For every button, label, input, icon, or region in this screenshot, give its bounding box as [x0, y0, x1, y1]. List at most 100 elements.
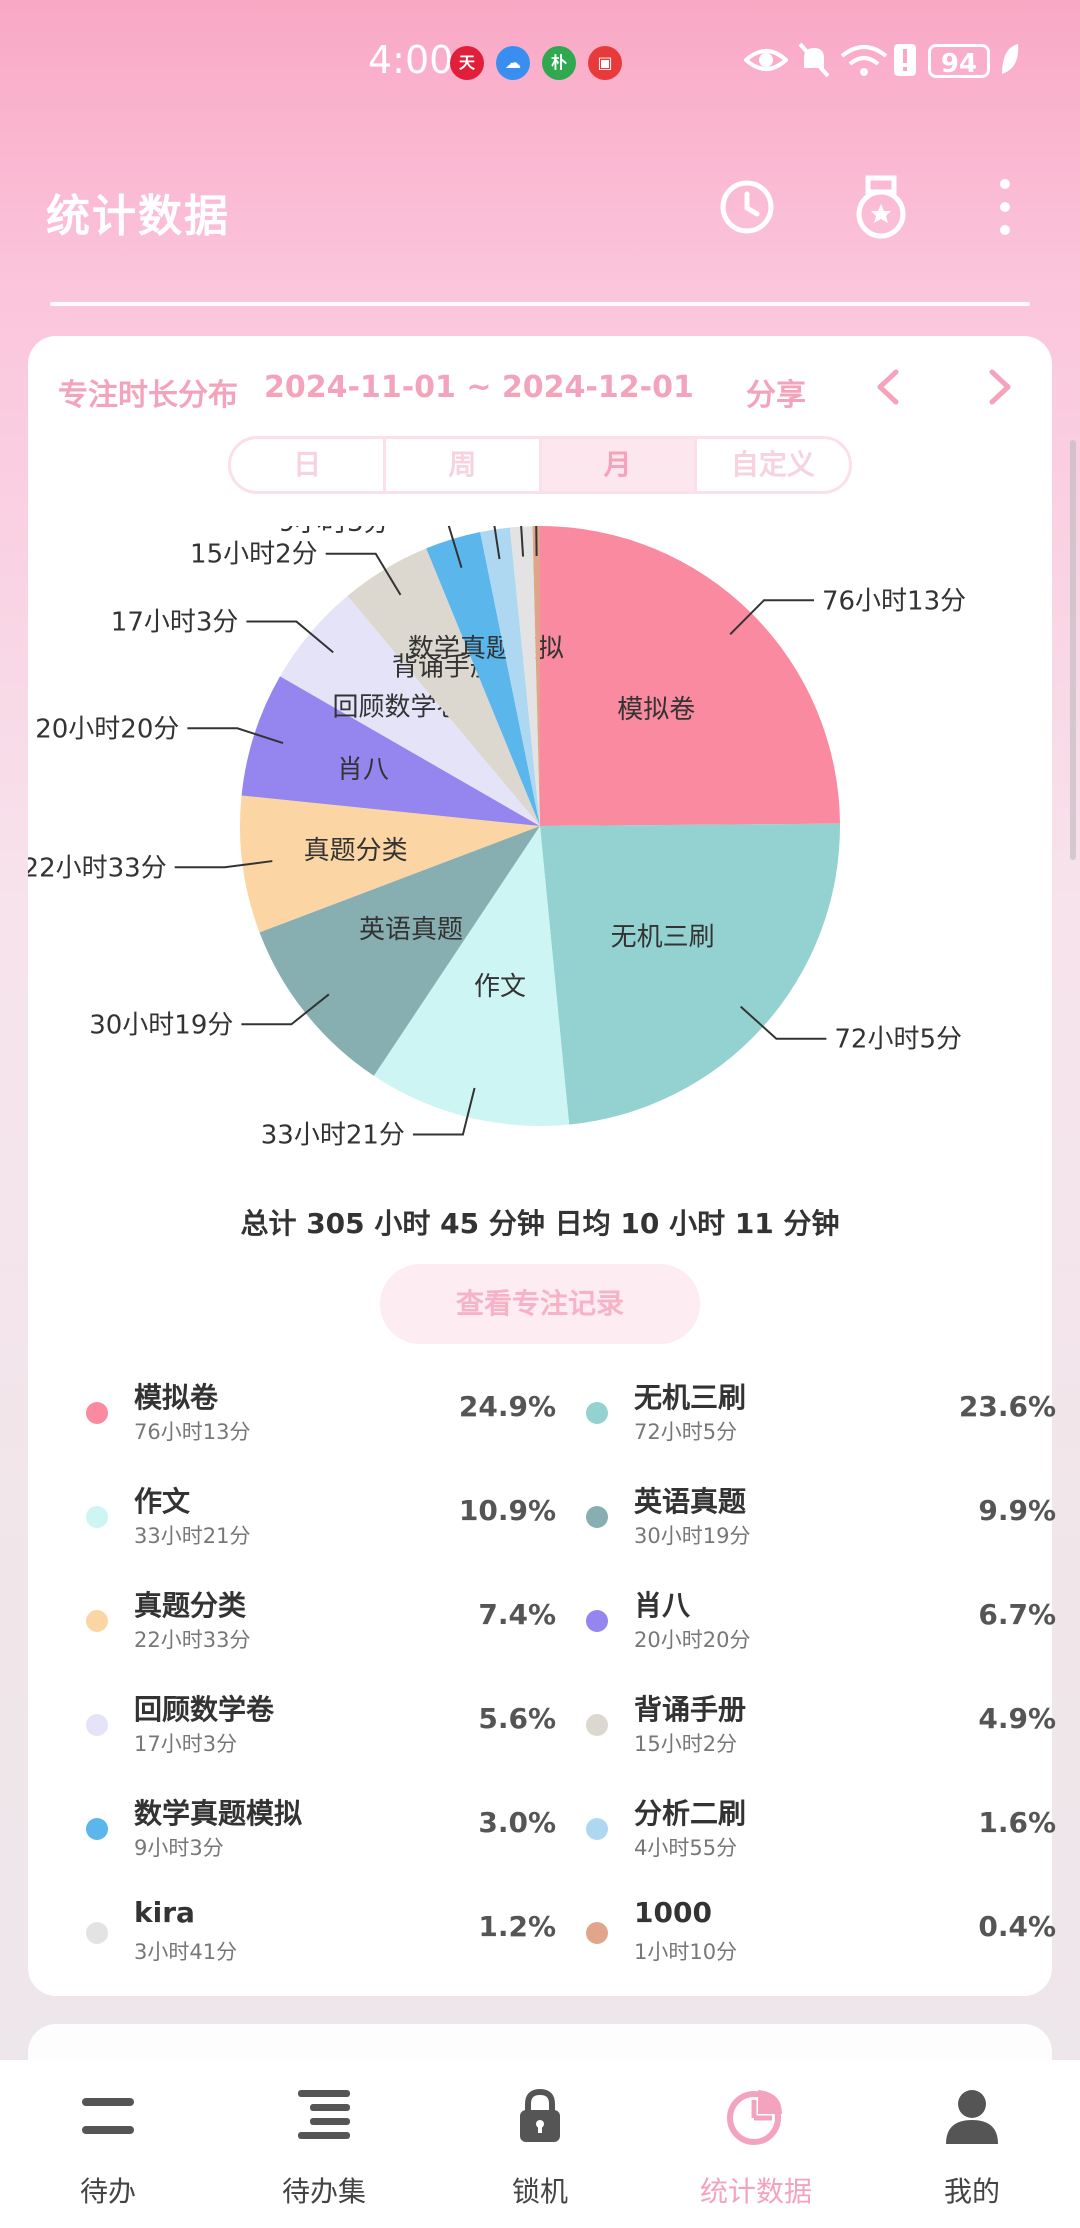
legend-name: kira [134, 1896, 195, 1929]
pie-value-label: 76小时13分 [822, 586, 966, 616]
pie-slice[interactable] [532, 526, 540, 826]
period-segmented-control: 日 周 月 自定义 [228, 436, 852, 494]
pie-value-label: 33小时21分 [261, 1121, 405, 1151]
tab-label: 统计数据 [699, 2175, 812, 2208]
pie-leader-line [325, 552, 402, 596]
legend-color-dot [86, 1402, 108, 1424]
scrollbar[interactable] [1070, 440, 1076, 860]
share-button[interactable]: 分享 [746, 378, 806, 413]
tab-label: 待办 [79, 2175, 136, 2208]
pie-slice-label: 数学真题模拟 [408, 634, 564, 664]
date-range[interactable]: 2024-11-01 ~ 2024-12-01 [264, 370, 694, 405]
pie-slice[interactable] [259, 826, 540, 1076]
tab-todo-set[interactable]: 待办集 [216, 2060, 432, 2228]
legend-percent: 1.2% [478, 1910, 556, 1943]
lock-icon [520, 2088, 560, 2142]
pie-slice[interactable] [480, 527, 540, 826]
legend-name: 真题分类 [134, 1589, 247, 1622]
legend-color-dot [586, 1506, 608, 1528]
legend-percent: 23.6% [958, 1390, 1056, 1423]
header-divider [50, 302, 1030, 306]
pie-leader-line [241, 993, 330, 1026]
pie-slice[interactable] [347, 548, 540, 826]
pie-slice[interactable] [509, 526, 540, 826]
pie-slice-label: 模拟卷 [617, 695, 695, 725]
pie-slice-label: 真题分类 [304, 836, 408, 866]
pie-slice[interactable] [540, 823, 840, 1125]
pie-slice[interactable] [280, 595, 540, 826]
legend-duration: 30小时19分 [634, 1524, 751, 1548]
pie-leader-line [447, 526, 463, 568]
legend-name: 分析二刷 [634, 1797, 747, 1830]
legend-color-dot [586, 1714, 608, 1736]
legend-percent: 5.6% [478, 1702, 556, 1735]
legend-item[interactable]: 分析二刷 4小时55分 1.6% [556, 1792, 1056, 1872]
legend-duration: 22小时33分 [134, 1628, 251, 1652]
status-bar: 4:00 天 ☁ 朴 ▣ 94 [0, 0, 1080, 120]
legend-item[interactable]: 无机三刷 72小时5分 23.6% [556, 1376, 1056, 1456]
tab-lock[interactable]: 锁机 [432, 2060, 648, 2228]
legend-item[interactable]: 肖八 20小时20分 6.7% [556, 1584, 1056, 1664]
legend-name: 肖八 [634, 1589, 691, 1622]
pie-slice[interactable] [426, 532, 540, 826]
bottom-nav: 待办 待办集 锁机 统计数据 我的 [0, 2060, 1080, 2228]
legend-item[interactable]: 作文 33小时21分 10.9% [56, 1480, 556, 1560]
legend-item[interactable]: 1000 1小时10分 0.4% [556, 1896, 1056, 1976]
card-title: 专注时长分布 [58, 378, 238, 413]
pie-slice[interactable] [373, 826, 570, 1126]
legend-name: 作文 [134, 1485, 191, 1518]
pie-slice-label: 肖八 [337, 755, 389, 785]
tab-profile[interactable]: 我的 [864, 2060, 1080, 2228]
legend-duration: 72小时5分 [634, 1420, 738, 1444]
pie-slice[interactable] [240, 795, 540, 933]
legend-item[interactable]: 回顾数学卷 17小时3分 5.6% [56, 1688, 556, 1768]
legend-name: 数学真题模拟 [134, 1797, 303, 1830]
person-icon [946, 2090, 998, 2144]
legend-name: 背诵手册 [634, 1693, 747, 1726]
segment-day[interactable]: 日 [231, 439, 387, 491]
badge-medal-icon[interactable] [846, 172, 916, 242]
legend-item[interactable]: 真题分类 22小时33分 7.4% [56, 1584, 556, 1664]
chevron-left-icon[interactable] [864, 362, 914, 412]
pie-leader-line [412, 1087, 476, 1136]
legend-item[interactable]: 英语真题 30小时19分 9.9% [556, 1480, 1056, 1560]
tab-todo[interactable]: 待办 [0, 2060, 216, 2228]
pie-value-label: 15小时2分 [190, 540, 318, 570]
legend-item[interactable]: 数学真题模拟 9小时3分 3.0% [56, 1792, 556, 1872]
segment-custom[interactable]: 自定义 [730, 448, 815, 481]
total-summary: 总计 305 小时 45 分钟 日均 10 小时 11 分钟 [240, 1207, 840, 1240]
legend-color-dot [586, 1818, 608, 1840]
pie-slice-label: 作文 [474, 972, 526, 1002]
legend-item[interactable]: kira 3小时41分 1.2% [56, 1896, 556, 1976]
battery-indicator: 94 [928, 44, 990, 79]
chevron-right-icon[interactable] [974, 362, 1024, 412]
legend-duration: 1小时10分 [634, 1940, 738, 1964]
pie-leader-line [493, 526, 501, 560]
app-notification-icon: ☁ [496, 46, 530, 80]
pie-value-label: 22小时33分 [28, 853, 167, 883]
legend-item[interactable]: 模拟卷 76小时13分 24.9% [56, 1376, 556, 1456]
view-records-button[interactable]: 查看专注记录 [380, 1264, 700, 1344]
pie-leader-line [187, 727, 284, 745]
legend-name: 无机三刷 [634, 1381, 747, 1414]
legend-item[interactable]: 背诵手册 15小时2分 4.9% [556, 1688, 1056, 1768]
legend-percent: 4.9% [978, 1702, 1056, 1735]
app-notification-icon: ▣ [588, 46, 622, 80]
pie-value-label: 72小时5分 [834, 1025, 962, 1055]
more-vertical-icon[interactable] [970, 172, 1040, 242]
segment-month[interactable]: 月 [541, 439, 697, 491]
history-clock-icon[interactable] [712, 172, 782, 242]
legend-name: 模拟卷 [134, 1381, 219, 1414]
pie-slice[interactable] [540, 526, 840, 826]
menu-icon [82, 2098, 134, 2134]
pie-value-label: 17小时3分 [111, 608, 239, 638]
tab-statistics[interactable]: 统计数据 [648, 2060, 864, 2228]
segment-week[interactable]: 周 [386, 439, 542, 491]
legend-duration: 4小时55分 [634, 1836, 738, 1860]
legend-color-dot [86, 1610, 108, 1632]
pie-slice[interactable] [241, 676, 540, 826]
legend-duration: 15小时2分 [634, 1732, 738, 1756]
pie-value-label: 4小时55分 [307, 526, 435, 528]
pie-leader-line [535, 526, 538, 557]
